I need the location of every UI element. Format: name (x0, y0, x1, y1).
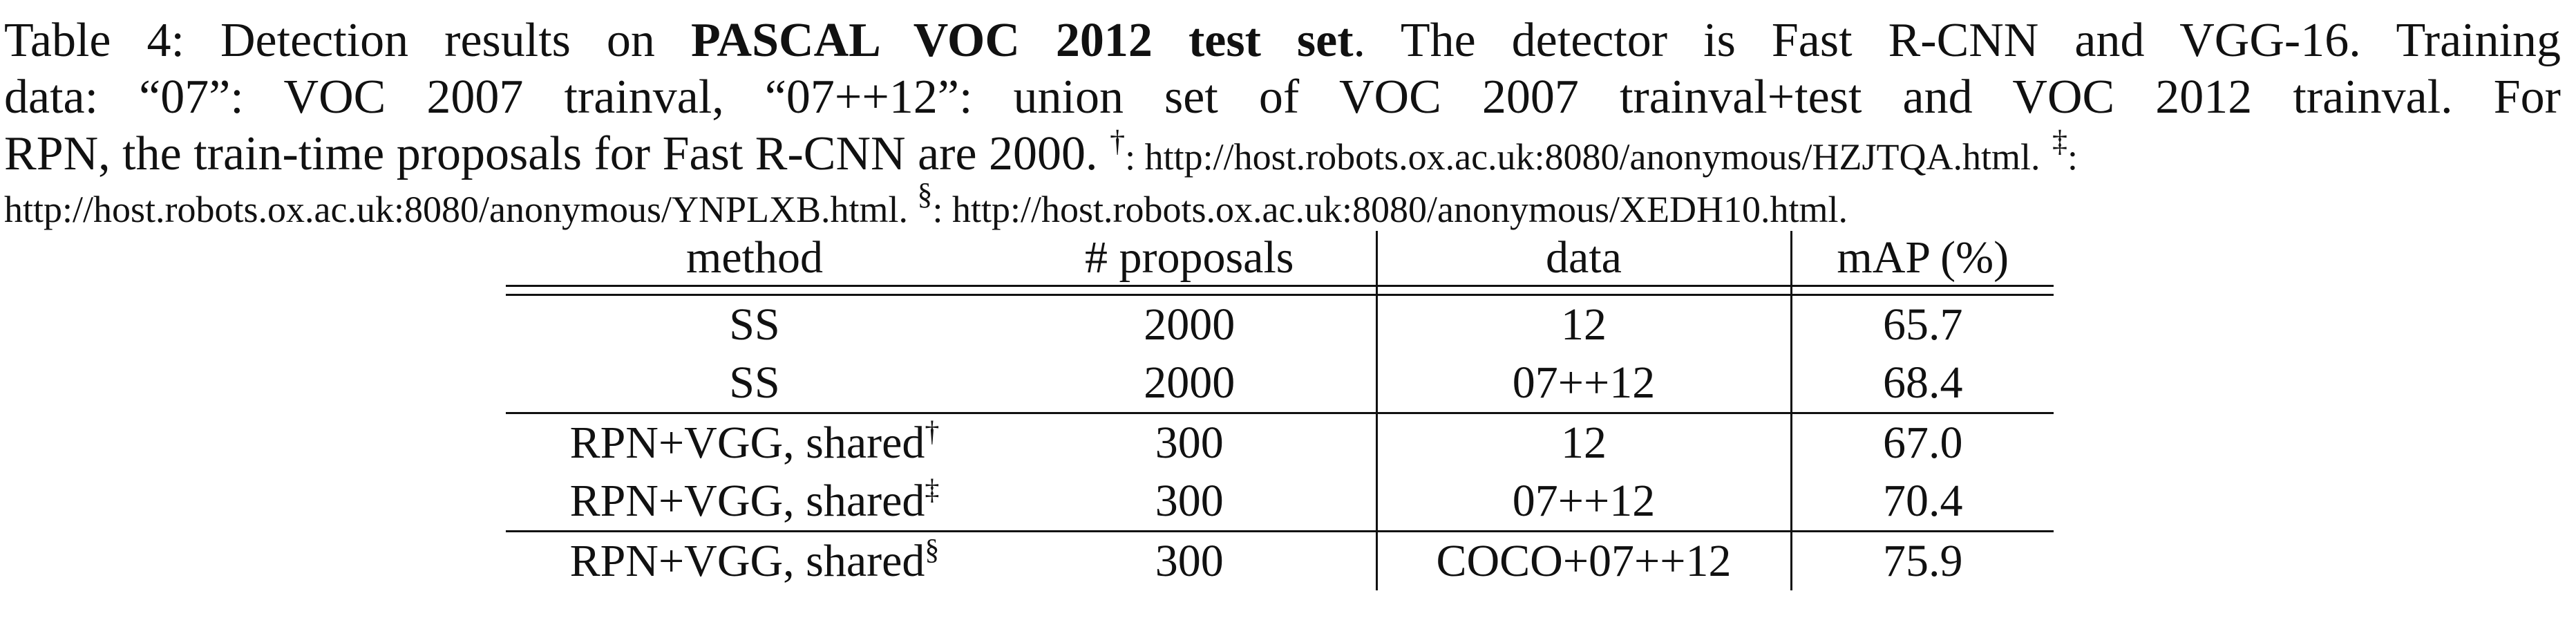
cell-proposals: 2000 (1003, 354, 1378, 413)
header-proposals: # proposals (1003, 231, 1378, 287)
cell-proposals: 2000 (1003, 294, 1378, 354)
footnote-url-1: : http://host.robots.ox.ac.uk:8080/anony… (1125, 136, 2040, 178)
caption-text-post: . The detector is Fast R-CNN and VGG-16.… (1353, 14, 2561, 67)
cell-proposals: 300 (1003, 412, 1378, 472)
cell-data: 12 (1376, 412, 1792, 472)
method-name: SS (729, 357, 780, 408)
cell-data: 07++12 (1376, 472, 1792, 532)
table-body: SS 2000 12 65.7 SS 2000 07++12 68.4 RPN+… (506, 294, 2054, 590)
cell-map: 67.0 (1791, 412, 2054, 472)
cell-method: SS (506, 354, 1003, 413)
caption-line-3: RPN, the train-time proposals for Fast R… (4, 126, 2561, 185)
footnote-mark-2-colon: : (2067, 136, 2078, 178)
table-header: method # proposals data mAP (%) (506, 231, 2054, 296)
cell-method: RPN+VGG, shared§ (506, 530, 1003, 590)
header-double-rule (506, 286, 2054, 296)
caption-line-3-main: RPN, the train-time proposals for Fast R… (4, 127, 1098, 180)
method-name: RPN+VGG, shared (569, 536, 925, 586)
caption-line-2: data: “07”: VOC 2007 trainval, “07++12”:… (4, 71, 2561, 124)
cell-map: 65.7 (1883, 299, 1963, 350)
cell-data: COCO+07++12 (1376, 530, 1792, 590)
table-row: SS 2000 07++12 68.4 (506, 354, 2054, 413)
caption-bold-dataset: PASCAL VOC 2012 test set (690, 14, 1354, 67)
footnote-mark: ‡ (925, 474, 940, 506)
footnote-mark-section: § (917, 177, 933, 211)
footnote-url-3: : http://host.robots.ox.ac.uk:8080/anony… (932, 189, 1848, 230)
cell-map-best: 70.4 (1883, 476, 1963, 526)
footnote-mark: † (925, 416, 940, 448)
table-row: RPN+VGG, shared‡ 300 07++12 70.4 (506, 472, 2054, 532)
method-name: SS (729, 299, 780, 350)
cell-data: 07++12 (1376, 354, 1792, 413)
footnote-mark: § (925, 534, 940, 566)
header-row: method # proposals data mAP (%) (506, 231, 2054, 287)
cell-method: RPN+VGG, shared‡ (506, 472, 1003, 532)
cell-method: SS (506, 295, 1003, 355)
header-map: mAP (%) (1791, 231, 2054, 287)
cell-data: 12 (1376, 294, 1792, 354)
caption-text-pre: Detection results on (220, 14, 655, 67)
cell-proposals: 300 (1003, 530, 1378, 590)
caption-line-1: Table 4: Detection results on PASCAL VOC… (4, 12, 2561, 69)
footnote-url-2: http://host.robots.ox.ac.uk:8080/anonymo… (4, 189, 908, 230)
header-data: data (1376, 231, 1792, 287)
caption-line-4: http://host.robots.ox.ac.uk:8080/anonymo… (4, 179, 2561, 232)
method-name: RPN+VGG, shared (569, 418, 925, 468)
results-table: method # proposals data mAP (%) SS 2000 … (506, 231, 2054, 590)
footnote-mark-dagger: † (1110, 124, 1126, 158)
header-method: method (506, 231, 1003, 287)
cell-method: RPN+VGG, shared† (506, 412, 1003, 472)
footnote-mark-double-dagger: ‡ (2052, 124, 2068, 158)
method-name: RPN+VGG, shared (569, 476, 925, 526)
caption-label: Table 4: (4, 14, 184, 67)
cell-map-best: 75.9 (1791, 530, 2054, 590)
table-row: RPN+VGG, shared§ 300 COCO+07++12 75.9 (506, 530, 2054, 590)
cell-proposals: 300 (1003, 472, 1378, 532)
table-row: SS 2000 12 65.7 (506, 294, 2054, 355)
cell-map: 68.4 (1883, 357, 1963, 408)
table-caption: Table 4: Detection results on PASCAL VOC… (4, 12, 2561, 232)
table-row: RPN+VGG, shared† 300 12 67.0 (506, 412, 2054, 472)
